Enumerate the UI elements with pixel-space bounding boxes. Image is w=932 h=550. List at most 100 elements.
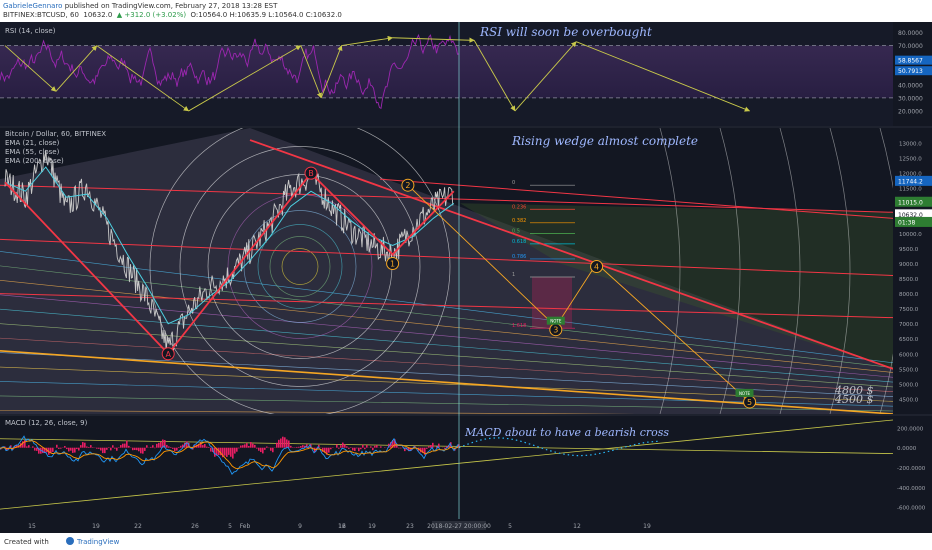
macd-histogram-bar [456,446,458,448]
wave-label-text: 1 [390,259,395,268]
macd-histogram-bar [182,444,184,448]
rsi-zigzag-segment [473,40,516,112]
fib-time-arc [659,128,681,414]
macd-histogram-bar [50,447,52,454]
price-badge-label: 11015.0 [898,199,923,206]
macd-tick-label: -200.0000 [897,466,926,472]
macd-histogram-bar [88,446,90,448]
price-tick-label: 9000.0 [899,262,919,268]
macd-histogram-bar [374,445,376,448]
fib-level-label: 1.618 [512,323,526,329]
rsi-annotation: RSI will soon be overbought [479,25,652,39]
macd-histogram-bar [158,442,160,448]
wedge-line [0,238,893,277]
publish-line: GabrieleGennaro published on TradingView… [3,2,277,11]
x-tick-label: 26 [191,523,199,530]
macd-histogram-bar [392,439,394,448]
macd-histogram-bar [430,445,432,448]
macd-histogram-bar [98,447,100,449]
x-tick-label: 23 [406,523,414,530]
macd-histogram-bar [66,447,68,450]
x-tick-label: 9 [298,523,302,530]
ema55-label: EMA (55, close) [5,148,60,156]
wave-label-circle [590,259,604,273]
macd-tick-label: 200.0000 [897,426,924,432]
macd-histogram-bar [134,447,136,451]
wave-label-text: 5 [747,398,752,407]
x-tick-label: 19 [92,523,100,530]
macd-histogram-bar [28,445,30,448]
tradingview-link[interactable]: TradingView [77,538,120,546]
price-tick-label: 5000.0 [899,382,919,388]
macd-histogram-bar [96,447,98,449]
rsi-tick-label: 70.0000 [898,43,923,50]
author-link[interactable]: GabrieleGennaro [3,2,63,10]
macd-histogram-bar [156,443,158,448]
target-label: 4800 $ [834,384,874,397]
fib-level-label: 1 [512,272,515,278]
wave-label-text: A [165,350,171,359]
wave-label-circle [386,256,400,270]
price-pane: 0 0.236 0.382 0.5 0.618 0.786 1 1.618 A B 1 2 3 4 5 N… [0,128,932,414]
macd-histogram-bar [226,447,228,457]
macd-histogram-bar [432,442,434,448]
fib-time-arc [879,128,893,414]
macd-histogram-bar [358,447,360,452]
x-tick-label: 22 [134,523,142,530]
price-tick-label: 8000.0 [899,292,919,298]
macd-histogram-bar [370,446,372,448]
rsi-tick-label: 40.0000 [898,82,923,89]
pitchfork-line [0,294,893,378]
rsi-value-badge [895,55,932,65]
rsi-zigzag-segment [576,41,751,112]
fib-level-label: 0.786 [512,254,526,260]
macd-histogram-bar [104,447,106,454]
macd-histogram-bar [404,447,406,452]
macd-histogram-bar [234,447,236,454]
macd-histogram-bar [262,447,264,454]
chart-canvas[interactable]: 80.000070.000058.856750.791340.000030.00… [0,22,932,533]
macd-histogram-bar [120,445,122,448]
wedge-line [379,178,893,219]
rsi-zigzag-segment [392,37,475,43]
macd-histogram-bar [78,447,80,451]
macd-histogram-bar [170,447,172,448]
macd-histogram-bar [426,447,428,449]
macd-histogram-bar [328,447,330,453]
wedge-trend-lines [0,139,893,370]
price-tick-label: 4500.0 [899,397,919,403]
fib-circle [257,224,343,309]
macd-histogram-bar [22,441,24,448]
wave-label-circle [304,166,318,180]
macd-histogram-bar [84,442,86,448]
chart-header: GabrieleGennaro published on TradingView… [0,0,932,22]
rsi-tick-label: 50.7913 [898,68,923,75]
macd-projection [458,437,660,457]
macd-histogram-bar [26,446,28,448]
macd-histogram-bar [68,447,70,452]
footer: Created with TradingView [0,533,932,550]
macd-histogram-bar [330,447,332,450]
macd-histogram-bar [408,447,410,452]
price-tick-label: 10000.0 [899,232,922,238]
macd-histogram-bar [136,447,138,451]
macd-histogram-bar [80,445,82,448]
macd-histogram-bar [24,440,26,448]
fib-circle [281,248,319,285]
wave-label-text: B [308,169,314,178]
ohlc-values: O:10564.0 H:10635.9 L:10564.0 C:10632.0 [190,11,342,19]
price-tick-label: 12000.0 [899,172,922,178]
macd-histogram-bar [264,447,266,450]
x-tick-label: 12 [573,523,581,530]
rsi-value-badge [895,66,932,76]
pitchfork-line [0,395,893,412]
macd-histogram-bar [366,445,368,448]
macd-histogram-bar [14,445,16,448]
macd-histogram-bar [424,447,426,455]
ema21-series [4,166,455,325]
price-tick-label: 6000.0 [899,352,919,358]
fib-level-label: 0 [512,180,515,186]
macd-histogram-bar [250,442,252,448]
macd-histogram-bar [338,447,340,449]
rsi-tick-label: 80.0000 [898,30,923,37]
